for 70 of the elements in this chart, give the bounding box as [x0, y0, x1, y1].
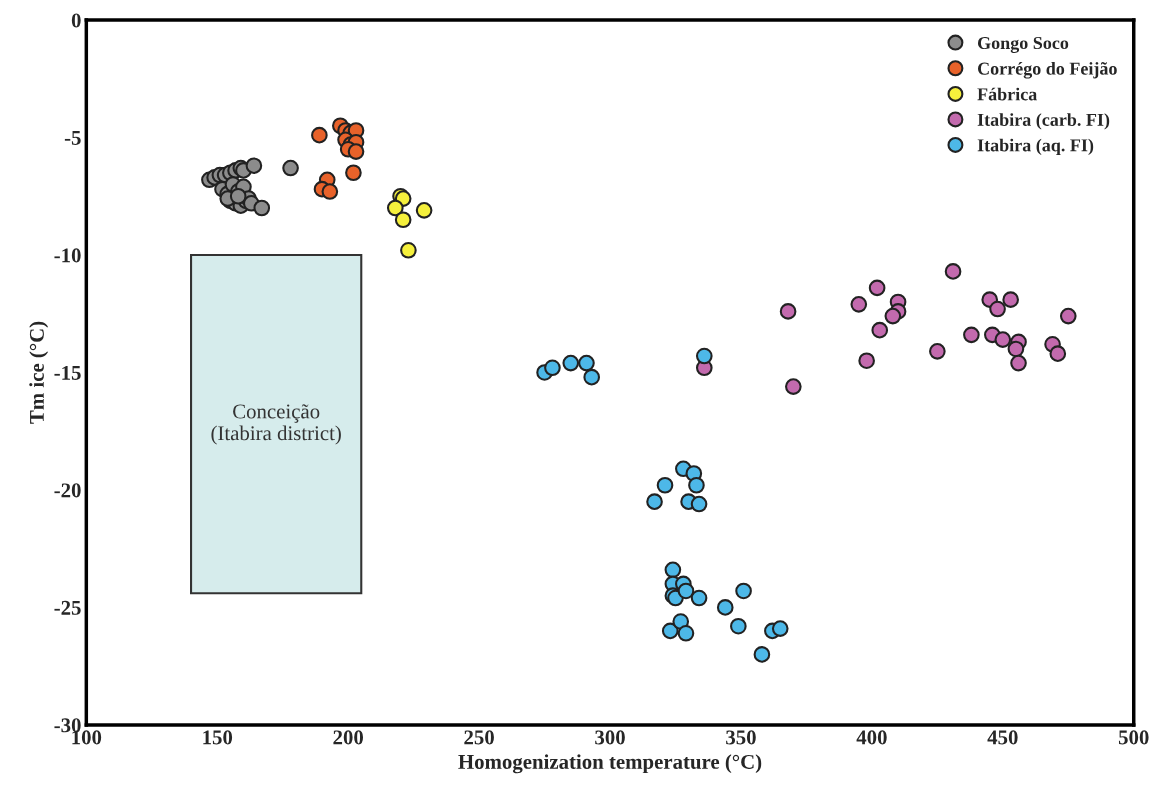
point: [646, 493, 663, 511]
y-axis-title: Tm ice (°C): [29, 321, 49, 424]
point: [944, 263, 962, 280]
point: [1007, 340, 1025, 358]
point: [871, 321, 889, 339]
legend-label: Itabira (aq. FI): [977, 138, 1094, 156]
point: [1002, 291, 1019, 308]
x-tick-label: 300: [595, 730, 625, 745]
point: [677, 582, 695, 600]
x-tick-label: 400: [856, 730, 887, 745]
point: [1059, 307, 1077, 325]
point: [347, 143, 365, 160]
point: [850, 296, 868, 313]
point: [321, 183, 339, 200]
y-tick-label: -15: [54, 365, 81, 380]
point: [386, 199, 404, 217]
x-tick-label: 150: [203, 730, 233, 745]
point: [415, 202, 433, 219]
y-tick-label: -25: [54, 600, 81, 615]
point: [771, 620, 789, 637]
point: [730, 617, 747, 635]
point: [690, 495, 708, 513]
y-tick-label: -20: [54, 483, 81, 498]
x-axis-title: Homogenization temperature (°C): [458, 754, 762, 774]
point: [716, 599, 734, 616]
series-label: Conceição (Itabira district): [211, 404, 341, 445]
point: [963, 326, 980, 344]
point: [753, 646, 771, 663]
point: [779, 303, 797, 320]
point: [544, 359, 561, 377]
point: [311, 126, 328, 144]
y-tick-label: -5: [64, 131, 81, 145]
point: [1010, 354, 1027, 372]
point: [690, 589, 708, 607]
x-tick-label: 200: [333, 730, 364, 745]
point: [282, 159, 299, 177]
point: [229, 187, 247, 205]
point: [562, 354, 580, 372]
point: [735, 582, 752, 600]
point: [400, 241, 417, 259]
point: [345, 164, 362, 182]
point: [583, 368, 601, 386]
point: [245, 157, 263, 175]
legend-label: Gongo Soco: [977, 36, 1069, 53]
point: [656, 476, 674, 494]
point: [578, 354, 595, 372]
y-tick-label: -10: [54, 248, 81, 263]
point: [929, 342, 946, 360]
point: [884, 307, 902, 325]
x-tick-label: 350: [726, 730, 756, 745]
x-tick-label: 450: [987, 730, 1018, 745]
point: [695, 347, 713, 365]
point: [394, 211, 412, 229]
legend-label: Itabira (carb. FI): [977, 113, 1110, 130]
point: [688, 476, 705, 494]
x-tick-label: 250: [464, 730, 494, 745]
legend-label: Corrégo do Feijão: [977, 62, 1117, 79]
y-tick-label: 0: [71, 13, 81, 28]
legend-label: Fábrica: [977, 87, 1037, 101]
point: [661, 622, 679, 640]
point: [1049, 345, 1067, 362]
point: [858, 352, 875, 370]
point: [664, 561, 682, 579]
point: [677, 624, 695, 642]
point: [785, 378, 802, 395]
point: [989, 300, 1006, 318]
point: [253, 199, 271, 217]
point: [868, 279, 886, 297]
point: [994, 331, 1012, 348]
x-tick-label: 500: [1118, 730, 1149, 745]
